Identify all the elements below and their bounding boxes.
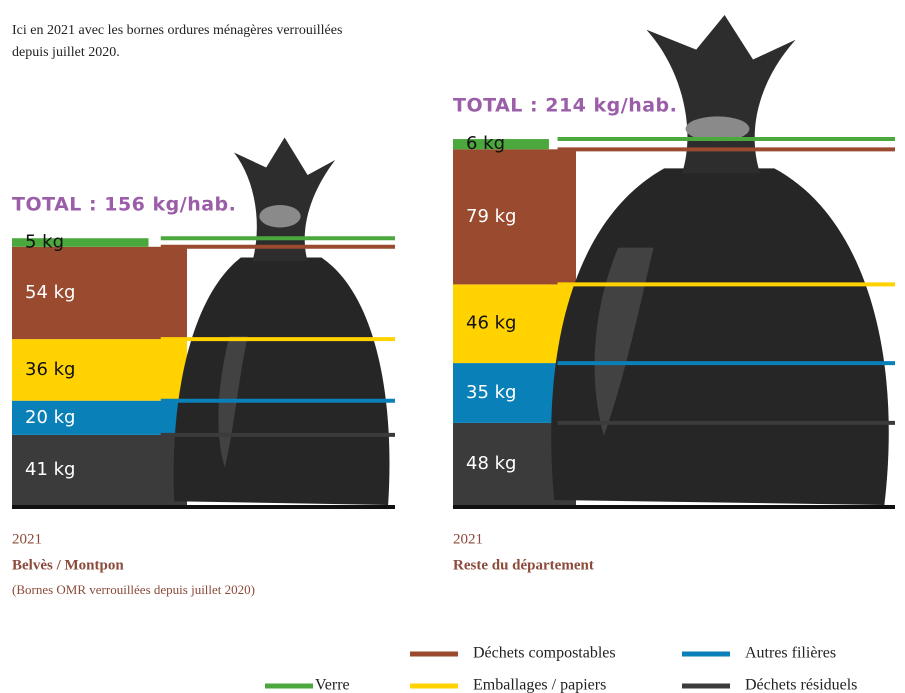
value-label: 36 kg xyxy=(25,359,75,380)
bar-segment xyxy=(12,246,187,340)
year: 2021 xyxy=(12,531,42,547)
bar-segment xyxy=(453,139,549,150)
note: (Bornes OMR verrouillées depuis juillet … xyxy=(12,582,255,597)
total-label: TOTAL : 214 kg/hab. xyxy=(453,95,677,117)
value-label: 46 kg xyxy=(466,313,516,334)
value-label: 41 kg xyxy=(25,459,75,480)
total-label: TOTAL : 156 kg/hab. xyxy=(12,194,236,216)
bag xyxy=(551,14,889,505)
category-label: Belvès / Montpon xyxy=(12,557,124,573)
value-label: 6 kg xyxy=(466,133,505,154)
value-label: 48 kg xyxy=(466,453,516,474)
bags xyxy=(173,14,889,505)
value-label: 5 kg xyxy=(25,232,64,253)
bag xyxy=(173,137,390,505)
legend-label: Emballages / papiers xyxy=(473,677,606,693)
category-label: Reste du département xyxy=(453,557,594,573)
legend-label: Autres filières xyxy=(745,645,836,662)
value-label: 20 kg xyxy=(25,407,75,428)
bar-segment xyxy=(453,149,576,285)
bar-segment xyxy=(12,434,187,505)
bar-segment xyxy=(12,238,149,247)
legend-label: Déchets compostables xyxy=(473,645,616,662)
bar-segment xyxy=(453,284,576,364)
year: 2021 xyxy=(453,531,483,547)
value-label: 79 kg xyxy=(466,206,516,227)
value-label: 35 kg xyxy=(466,382,516,403)
bar-segment xyxy=(12,339,187,401)
legend-label: Déchets résiduels xyxy=(745,677,857,693)
value-label: 54 kg xyxy=(25,282,75,303)
intro-text: Ici en 2021 avec les bornes ordures ména… xyxy=(12,23,343,60)
bar-segment xyxy=(12,400,187,435)
legend-label: Verre xyxy=(315,677,350,693)
